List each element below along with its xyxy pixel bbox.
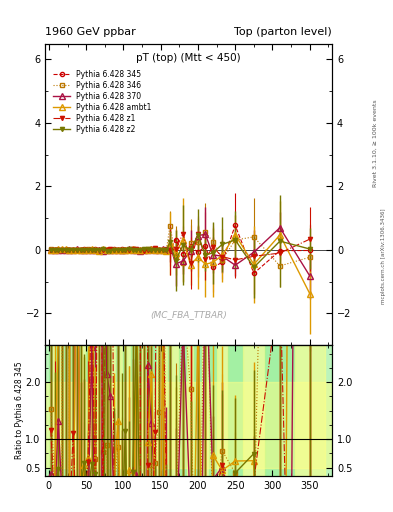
Y-axis label: Ratio to Pythia 6.428 345: Ratio to Pythia 6.428 345 <box>15 362 24 459</box>
Legend: Pythia 6.428 345, Pythia 6.428 346, Pythia 6.428 370, Pythia 6.428 ambt1, Pythia: Pythia 6.428 345, Pythia 6.428 346, Pyth… <box>52 69 153 135</box>
Text: Rivet 3.1.10, ≥ 100k events: Rivet 3.1.10, ≥ 100k events <box>373 99 378 187</box>
Text: (MC_FBA_TTBAR): (MC_FBA_TTBAR) <box>150 310 227 319</box>
Text: pT (top) (Mtt < 450): pT (top) (Mtt < 450) <box>136 53 241 62</box>
Text: Top (parton level): Top (parton level) <box>234 27 332 37</box>
Text: mcplots.cern.ch [arXiv:1306.3436]: mcplots.cern.ch [arXiv:1306.3436] <box>381 208 386 304</box>
Text: 1960 GeV ppbar: 1960 GeV ppbar <box>45 27 136 37</box>
